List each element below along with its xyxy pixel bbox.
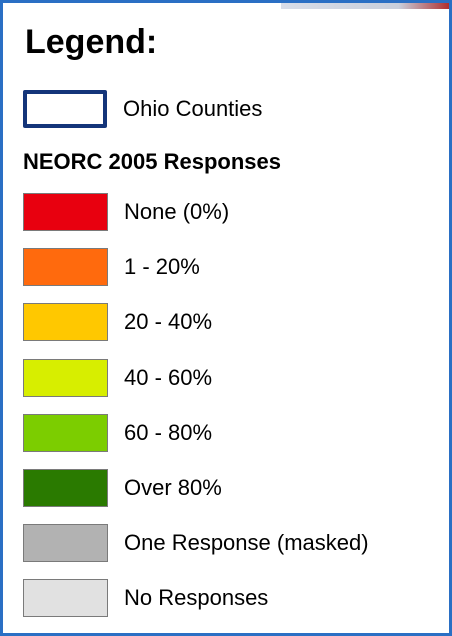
legend-title: Legend: — [25, 23, 158, 61]
color-swatch — [23, 468, 108, 507]
legend-item-one-response: One Response (masked) — [23, 524, 369, 563]
legend-item-label: 40 - 60% — [124, 364, 213, 390]
legend-item-label: 60 - 80% — [124, 419, 213, 445]
legend-item-over-80: Over 80% — [23, 468, 369, 507]
color-swatch — [23, 524, 108, 563]
county-boundary-swatch — [23, 90, 107, 128]
color-swatch — [23, 579, 108, 618]
color-swatch — [23, 303, 108, 342]
legend-item-40-60: 40 - 60% — [23, 358, 369, 397]
legend-item-label: Over 80% — [124, 474, 222, 500]
legend-item-label: 1 - 20% — [124, 254, 200, 280]
legend-item-60-80: 60 - 80% — [23, 413, 369, 452]
legend-item-no-responses: No Responses — [23, 579, 369, 618]
legend-item-label: No Responses — [124, 585, 269, 611]
color-swatch — [23, 248, 108, 287]
legend-item-ohio-counties: Ohio Counties — [23, 87, 262, 131]
legend-item-1-20: 1 - 20% — [23, 248, 369, 287]
legend-items: None (0%) 1 - 20% 20 - 40% 40 - 60% 60 -… — [23, 193, 369, 635]
legend-subtitle: NEORC 2005 Responses — [23, 149, 281, 174]
legend-item-20-40: 20 - 40% — [23, 303, 369, 342]
color-swatch — [23, 193, 108, 231]
legend-item-label: None (0%) — [124, 199, 230, 224]
legend-item-label: One Response (masked) — [124, 530, 369, 556]
color-swatch — [23, 413, 108, 452]
map-edge-strip — [281, 3, 449, 9]
color-swatch — [23, 358, 108, 397]
legend-item-label: Ohio Counties — [123, 96, 263, 121]
legend-item-label: 20 - 40% — [124, 309, 213, 335]
legend-item-none: None (0%) — [23, 193, 369, 231]
